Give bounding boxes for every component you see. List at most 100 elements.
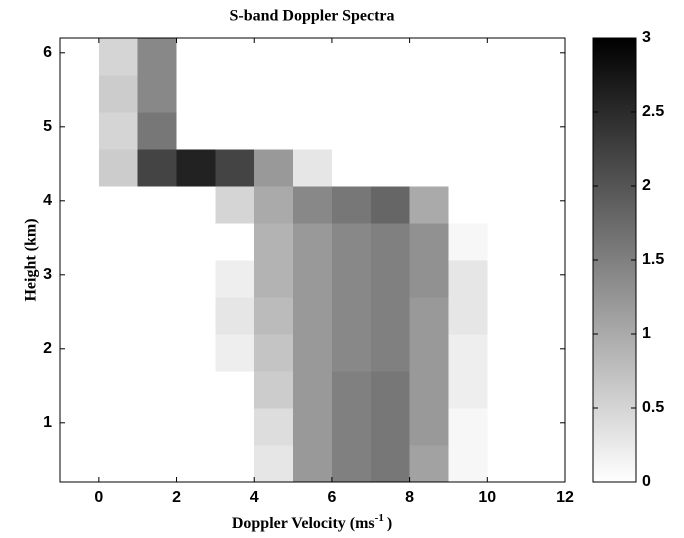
colorbar-tick-label: 2 [642,177,651,194]
heat-cell [487,408,527,446]
heat-cell [526,75,566,113]
heat-cell [254,334,294,372]
heat-cell [137,371,178,409]
colorbar-tick-label: 0.5 [642,399,664,416]
heat-cell [98,149,139,187]
x-tick-label: 6 [327,489,336,506]
heat-cell [331,75,372,113]
heat-cell [215,445,255,483]
x-axis-label-sup: -1 [375,512,384,524]
heat-cell [215,297,255,335]
heat-cell [331,112,372,150]
heat-cell [98,445,139,483]
heat-cell [487,297,527,335]
heat-cell [176,408,216,446]
chart-title: S-band Doppler Spectra [229,8,394,25]
heat-cell [526,297,566,335]
heat-cell [98,38,139,76]
x-axis-label-text: Doppler Velocity (ms [232,515,375,532]
x-tick-label: 8 [405,489,414,506]
heat-cell [331,149,372,187]
heat-cell [215,223,255,261]
x-tick-label: 4 [250,489,259,506]
heat-cell [98,186,139,224]
heat-cell [293,223,333,261]
heat-cell [409,260,449,298]
heat-cell [137,260,178,298]
heat-cell [370,260,411,298]
heat-cell [526,186,566,224]
heat-cell [370,371,411,409]
heat-cell [293,260,333,298]
heat-cell [448,445,488,483]
heat-cell [293,408,333,446]
heat-cell [448,38,488,76]
heat-cell [176,149,216,187]
heat-cell [254,371,294,409]
heat-cell [331,297,372,335]
heat-cell [254,75,294,113]
heat-cell [293,445,333,483]
colorbar [592,37,637,483]
heat-cell [176,75,216,113]
heat-cell [293,38,333,76]
heat-cell [60,75,100,113]
heat-cell [60,371,100,409]
heat-cell [409,75,449,113]
heat-cell [526,408,566,446]
heat-cell [487,223,527,261]
heat-cell [293,149,333,187]
heat-cell [60,223,100,261]
y-tick-label: 6 [43,44,52,61]
heat-cell [176,445,216,483]
heat-cell [370,38,411,76]
heat-cell [409,149,449,187]
heat-cell [331,223,372,261]
x-tick-label: 2 [172,489,181,506]
heat-cell [137,38,178,76]
heat-cell [526,334,566,372]
heat-cell [448,334,488,372]
heat-cell [331,445,372,483]
heat-cell [370,223,411,261]
heat-cell [526,38,566,76]
heat-cell [409,445,449,483]
heat-cell [60,297,100,335]
heat-cell [487,260,527,298]
x-tick-label: 0 [94,489,103,506]
colorbar-tick-label: 0 [642,473,651,490]
heat-cell [409,297,449,335]
colorbar-tick-label: 2.5 [642,103,664,120]
heat-cell [215,112,255,150]
heat-cell [409,408,449,446]
heat-cell [409,112,449,150]
heat-cell [370,445,411,483]
heat-cell [60,408,100,446]
heat-cell [370,149,411,187]
heat-cell [526,112,566,150]
y-tick-label: 4 [43,192,52,209]
heat-cell [215,186,255,224]
heat-cell [487,75,527,113]
heat-cell [370,297,411,335]
heat-cell [176,334,216,372]
heat-cell [409,223,449,261]
heat-cell [137,223,178,261]
heat-cell [448,75,488,113]
heat-cell [137,112,178,150]
heat-cell [331,38,372,76]
heat-cell [448,112,488,150]
heat-cell [98,75,139,113]
heat-cell [487,38,527,76]
colorbar-tick-label: 1.5 [642,251,664,268]
heat-cell [526,371,566,409]
heat-cell [409,186,449,224]
heat-cell [215,408,255,446]
heat-cell [60,260,100,298]
heat-cell [98,371,139,409]
y-axis-label: Height (km) [23,218,40,301]
heat-cell [331,260,372,298]
heat-cell [526,149,566,187]
heat-cell [98,334,139,372]
